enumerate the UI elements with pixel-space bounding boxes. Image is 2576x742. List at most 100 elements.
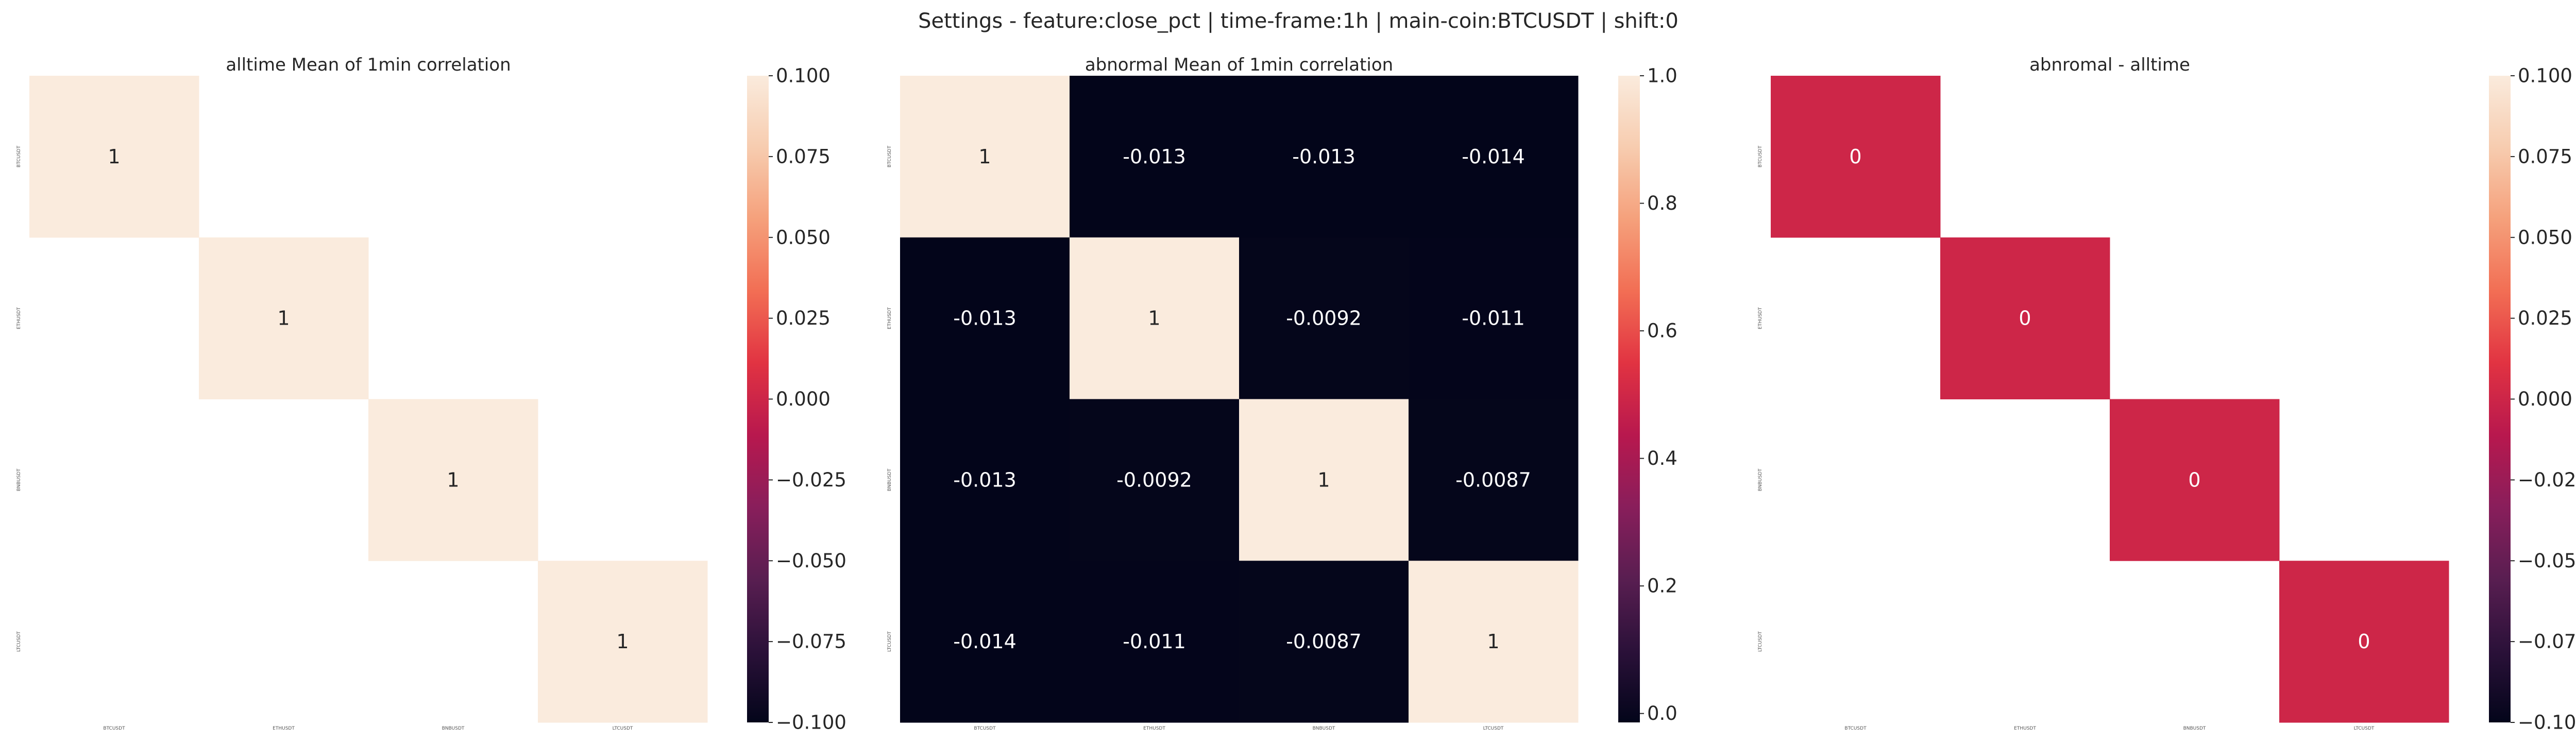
colorbar-tick-label: −0.050: [2518, 550, 2576, 572]
heatmap-cell-1-1: [1940, 237, 2110, 399]
colorbar-tick-label: 0.4: [1647, 447, 1677, 469]
y-tick-label: BNBUSDT: [1758, 468, 1763, 491]
y-tick-label: ETHUSDT: [16, 307, 22, 329]
colorbar-tick-label: −0.100: [776, 712, 846, 734]
heatmap-cell-1-1: [199, 237, 369, 399]
cell-annotation-3-2: -0.0087: [1286, 630, 1362, 653]
cell-annotation-3-0: -0.014: [953, 630, 1016, 653]
cell-annotation-0-2: -0.013: [1292, 145, 1355, 168]
colorbar-tick-label: 0.2: [1647, 575, 1677, 597]
cell-annotation-1-2: -0.0092: [1286, 307, 1362, 330]
colorbar-tick-label: 0.050: [776, 226, 831, 248]
colorbar-tick-label: 0.000: [776, 388, 831, 410]
y-tick-label: BTCUSDT: [1758, 145, 1763, 167]
panel-title-abnormal: abnormal Mean of 1min correlation: [1084, 55, 1394, 75]
x-tick-label: ETHUSDT: [1143, 726, 1165, 731]
colorbar-tick-label: −0.100: [2518, 712, 2576, 734]
x-tick-label: LTCUSDT: [2354, 726, 2375, 731]
x-tick-label: ETHUSDT: [273, 726, 295, 731]
panel-title-alltime: alltime Mean of 1min correlation: [226, 55, 511, 75]
cell-annotation-2-0: -0.013: [953, 468, 1016, 491]
colorbar-tick-label: 0.075: [776, 145, 831, 167]
y-tick-label: LTCUSDT: [887, 631, 892, 652]
x-tick-label: BNBUSDT: [1313, 726, 1335, 731]
y-tick-label: BNBUSDT: [887, 468, 892, 491]
heatmap-cell-0-0: [1771, 76, 1941, 238]
heatmap-cell-2-2: [1239, 399, 1409, 561]
y-tick-label: ETHUSDT: [887, 307, 892, 329]
heatmap-cell-3-3: [538, 561, 708, 723]
heatmap-cell-0-1: [1070, 76, 1240, 238]
cell-annotation-0-0: 0: [1849, 145, 1861, 168]
colorbar-tick-label: −0.075: [776, 631, 846, 653]
cell-annotation-1-1: 1: [1148, 307, 1160, 330]
cell-annotation-1-0: -0.013: [953, 307, 1016, 330]
heatmap-cell-3-3: [2279, 561, 2449, 723]
x-tick-label: BNBUSDT: [442, 726, 465, 731]
cell-annotation-2-3: -0.0087: [1455, 468, 1531, 491]
y-tick-label: LTCUSDT: [1758, 631, 1763, 652]
colorbar-tick-label: 0.0: [1647, 702, 1677, 724]
colorbar-tick-label: −0.025: [2518, 469, 2576, 491]
colorbar-tick-label: 0.100: [776, 65, 831, 87]
cell-annotation-2-2: 1: [1317, 468, 1330, 491]
heatmap-abnormal: 1 -0.013 -0.013 -0.014 -0.013 1 -0.0092 -0.011 -…: [887, 76, 1579, 731]
y-tick-label: BNBUSDT: [16, 468, 22, 491]
colorbar-difference: 0.100 0.075 0.050 0.025 0.000 −0.025 −0.050 −0.…: [2489, 65, 2576, 734]
heatmap-difference: 0 0 0 0 BTCUSDT ETHUSDT BNBUSDT LTCUSDT BTCUSDT E…: [1758, 76, 2449, 731]
heatmap-cell-0-2: [1239, 76, 1409, 238]
y-tick-label: BTCUSDT: [887, 145, 892, 167]
heatmap-cell-0-3: [1409, 76, 1579, 238]
heatmap-cell-2-1: [1070, 399, 1240, 561]
y-tick-label: BTCUSDT: [16, 145, 22, 167]
heatmap-cell-2-0: [900, 399, 1070, 561]
colorbar-gradient: [747, 76, 769, 722]
y-tick-label: LTCUSDT: [16, 631, 22, 652]
panel-title-difference: abnromal - alltime: [2029, 55, 2190, 75]
colorbar-tick-label: −0.075: [2518, 631, 2576, 653]
heatmap-cell-1-0: [900, 237, 1070, 399]
cell-annotation-0-1: -0.013: [1123, 145, 1186, 168]
colorbar-tick-label: 0.100: [2518, 65, 2572, 87]
heatmap-cell-3-3: [1409, 561, 1579, 723]
cell-annotation-3-3: 0: [2358, 630, 2370, 653]
heatmap-cell-1-3: [1409, 237, 1579, 399]
colorbar-tick-label: 0.025: [776, 307, 831, 329]
colorbar-tick-label: 0.025: [2518, 307, 2572, 329]
cell-annotation-3-3: 1: [1487, 630, 1499, 653]
colorbar-gradient: [2489, 76, 2511, 722]
colorbar-tick-label: 0.000: [2518, 388, 2572, 410]
colorbar-tick-label: 0.075: [2518, 145, 2572, 167]
cell-annotation-3-1: -0.011: [1123, 630, 1186, 653]
colorbar-tick-label: 0.6: [1647, 320, 1677, 342]
cell-annotation-1-1: 0: [2019, 307, 2031, 330]
cell-annotation-0-0: 1: [108, 145, 120, 168]
heatmap-cell-3-0: [900, 561, 1070, 723]
figure-suptitle: Settings - feature:close_pct | time-fram…: [918, 9, 1679, 33]
colorbar-tick-label: 0.050: [2518, 226, 2572, 248]
heatmap-cell-0-0: [900, 76, 1070, 238]
colorbar-gradient: [1618, 76, 1640, 722]
heatmap-cell-2-2: [368, 399, 538, 561]
cell-annotation-2-2: 1: [447, 468, 459, 491]
heatmap-alltime: 1 1 1 1 BTCUSDT ETHUSDT BNBUSDT LTCUSDT BTCUSDT E…: [16, 76, 708, 731]
colorbar-abnormal: 1.0 0.8 0.6 0.4 0.2 0.0: [1618, 65, 1677, 724]
x-tick-label: BTCUSDT: [103, 726, 125, 731]
colorbar-tick-label: 1.0: [1647, 65, 1677, 87]
colorbar-tick-label: 0.8: [1647, 192, 1677, 214]
cell-annotation-2-1: -0.0092: [1116, 468, 1192, 491]
cell-annotation-1-3: -0.011: [1462, 307, 1525, 330]
x-tick-label: BTCUSDT: [974, 726, 996, 731]
cell-annotation-0-0: 1: [978, 145, 991, 168]
cell-annotation-0-3: -0.014: [1462, 145, 1525, 168]
x-tick-label: BNBUSDT: [2183, 726, 2206, 731]
heatmap-cell-1-1: [1070, 237, 1240, 399]
heatmap-cell-1-2: [1239, 237, 1409, 399]
heatmap-cell-2-2: [2110, 399, 2280, 561]
colorbar-tick-label: −0.025: [776, 469, 846, 491]
colorbar-tick-label: −0.050: [776, 550, 846, 572]
y-tick-label: ETHUSDT: [1758, 307, 1763, 329]
x-tick-label: LTCUSDT: [1483, 726, 1504, 731]
heatmap-cell-3-2: [1239, 561, 1409, 723]
